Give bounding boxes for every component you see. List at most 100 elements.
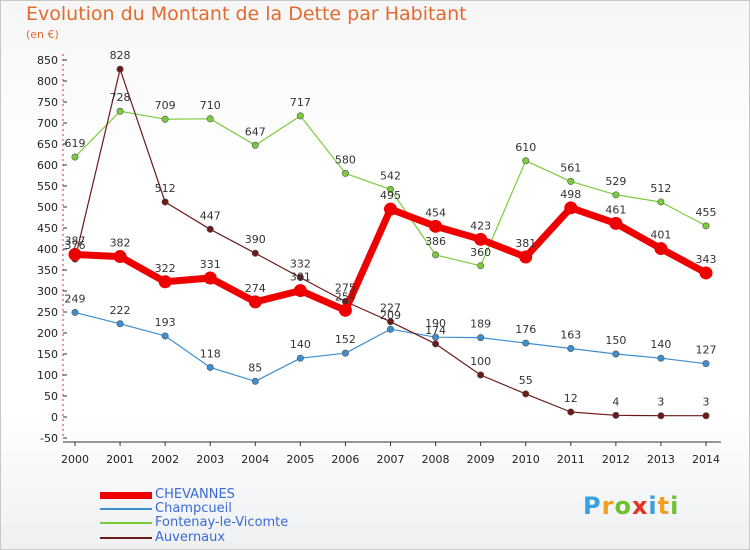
data-point <box>654 242 668 256</box>
data-label: 382 <box>110 237 131 250</box>
y-tick-label: 650 <box>37 138 58 151</box>
x-tick-label: 2001 <box>106 453 134 466</box>
y-tick-label: 750 <box>37 96 58 109</box>
data-label: 174 <box>425 324 446 337</box>
x-tick-label: 2007 <box>377 453 405 466</box>
y-tick-label: 200 <box>37 327 58 340</box>
data-point <box>251 249 259 257</box>
data-point <box>612 411 620 419</box>
data-point <box>116 65 124 73</box>
legend-swatch <box>100 537 152 539</box>
data-point <box>296 354 304 362</box>
data-point <box>338 303 352 317</box>
legend-label: Champcueil <box>155 501 232 516</box>
x-tick-label: 2014 <box>692 453 720 466</box>
data-label: 376 <box>65 239 86 252</box>
data-point <box>71 153 79 161</box>
legend-item: Auvernaux <box>100 530 340 546</box>
data-label: 140 <box>650 338 671 351</box>
x-tick-label: 2009 <box>467 453 495 466</box>
data-label: 118 <box>200 347 221 360</box>
data-point <box>702 222 710 230</box>
data-point <box>386 185 394 193</box>
y-tick-label: 500 <box>37 201 58 214</box>
data-point <box>657 198 665 206</box>
data-label: 127 <box>696 344 717 357</box>
x-tick-label: 2011 <box>557 453 585 466</box>
data-label: 610 <box>515 141 536 154</box>
data-label: 710 <box>200 99 221 112</box>
legend-swatch <box>100 508 152 510</box>
y-tick-label: 800 <box>37 75 58 88</box>
data-label: 3 <box>703 396 710 409</box>
data-point <box>699 266 713 280</box>
legend-swatch <box>100 491 152 499</box>
data-point <box>612 191 620 199</box>
legend-label: Auvernaux <box>155 530 226 545</box>
x-tick-label: 2008 <box>422 453 450 466</box>
y-tick-label: 150 <box>37 348 58 361</box>
x-tick-label: 2004 <box>241 453 269 466</box>
series-line-auvernaux <box>74 68 707 417</box>
data-point <box>564 201 578 215</box>
data-point <box>296 112 304 120</box>
data-label: 387 <box>65 234 86 247</box>
data-point <box>702 360 710 368</box>
data-label: 12 <box>564 392 578 405</box>
data-label: 512 <box>155 182 176 195</box>
proxiti-logo: Proxiti <box>583 492 680 520</box>
data-label: 222 <box>110 304 131 317</box>
data-point <box>341 349 349 357</box>
y-tick-label: 600 <box>37 159 58 172</box>
data-point <box>519 250 533 264</box>
data-label: 176 <box>515 323 536 336</box>
legend-label: Fontenay-le-Vicomte <box>155 515 289 530</box>
data-label: 561 <box>560 161 581 174</box>
y-tick-label: 850 <box>37 54 58 67</box>
data-label: 343 <box>696 253 717 266</box>
data-label: 454 <box>425 206 446 219</box>
data-label: 647 <box>245 125 266 138</box>
data-label: 100 <box>470 355 491 368</box>
data-label: 85 <box>248 361 262 374</box>
legend-swatch <box>100 522 152 524</box>
data-label: 495 <box>380 189 401 202</box>
data-label: 4 <box>612 395 619 408</box>
data-label: 55 <box>519 374 533 387</box>
legend-item: Champcueil <box>100 501 340 517</box>
data-point <box>251 141 259 149</box>
data-point <box>384 202 397 216</box>
data-point <box>293 284 307 298</box>
y-tick-label: 550 <box>37 180 58 193</box>
data-label: 209 <box>380 309 401 322</box>
data-label: 193 <box>155 316 176 329</box>
data-point <box>567 345 575 353</box>
data-point <box>248 295 262 309</box>
data-label: 3 <box>657 396 664 409</box>
y-tick-label: -50 <box>40 432 58 445</box>
data-point <box>161 332 169 340</box>
data-point <box>432 333 440 341</box>
chart-unit: (en €) <box>26 28 59 41</box>
data-label: 332 <box>290 258 311 271</box>
data-label: 150 <box>605 334 626 347</box>
data-label: 301 <box>290 271 311 284</box>
data-point <box>612 350 620 358</box>
data-label: 190 <box>425 317 446 330</box>
legend-item: Fontenay-le-Vicomte <box>100 515 340 531</box>
data-point <box>657 354 665 362</box>
data-label: 542 <box>380 169 401 182</box>
data-point <box>429 219 443 233</box>
x-tick-label: 2002 <box>151 453 179 466</box>
data-label: 386 <box>425 235 446 248</box>
data-label: 227 <box>380 302 401 315</box>
data-point <box>522 390 530 398</box>
data-point <box>432 340 440 348</box>
legend-item: CHEVANNES <box>100 487 340 503</box>
data-point <box>206 363 214 371</box>
data-point <box>206 115 214 123</box>
data-label: 360 <box>470 246 491 259</box>
data-point <box>161 198 169 206</box>
data-point <box>386 318 394 326</box>
